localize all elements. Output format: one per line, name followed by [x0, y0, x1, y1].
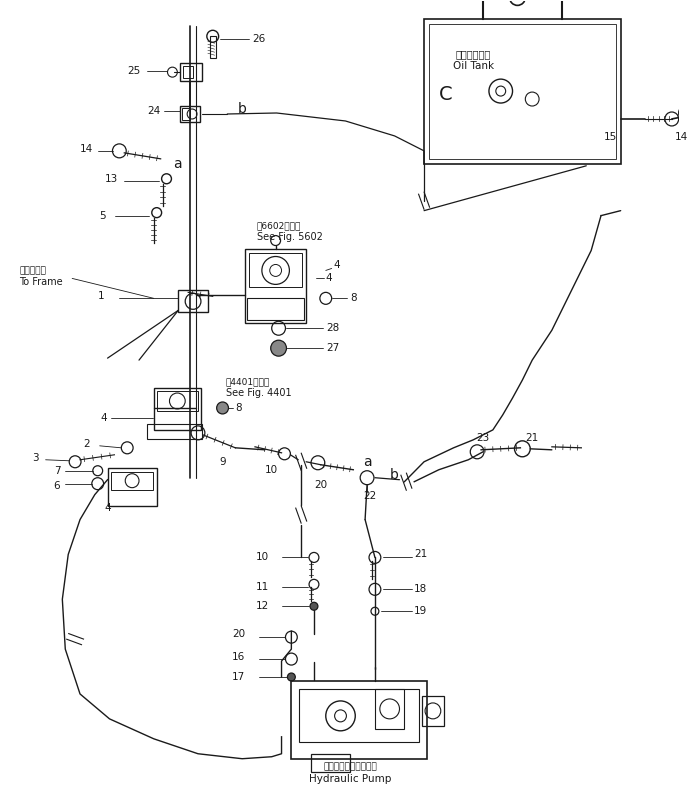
Text: 18: 18 — [414, 584, 427, 594]
Text: 6: 6 — [54, 481, 61, 491]
Text: To Frame: To Frame — [19, 278, 63, 287]
Text: 16: 16 — [232, 652, 245, 662]
Text: 20: 20 — [314, 480, 327, 490]
Bar — [156, 391, 198, 411]
Bar — [429, 25, 616, 159]
Bar — [183, 108, 190, 120]
Bar — [107, 468, 156, 506]
Text: 14: 14 — [80, 144, 93, 154]
Text: See Fig. 5602: See Fig. 5602 — [257, 232, 323, 242]
Text: 23: 23 — [476, 433, 490, 442]
Text: ハイドロリックポンプ: ハイドロリックポンプ — [323, 762, 377, 772]
Text: b: b — [390, 468, 398, 481]
Text: 第6602図参照: 第6602図参照 — [257, 221, 301, 230]
Text: 27: 27 — [326, 343, 339, 353]
Text: 7: 7 — [54, 465, 61, 476]
Text: 14: 14 — [675, 132, 688, 142]
Text: 24: 24 — [147, 106, 160, 116]
Text: 12: 12 — [256, 601, 269, 611]
Text: 8: 8 — [350, 293, 357, 304]
Text: 11: 11 — [256, 582, 269, 592]
Text: 13: 13 — [105, 174, 118, 184]
Text: 5: 5 — [100, 211, 106, 220]
Circle shape — [287, 673, 296, 681]
Circle shape — [271, 340, 287, 356]
Bar — [422, 696, 444, 726]
Bar — [247, 298, 304, 320]
Circle shape — [216, 402, 229, 414]
Text: 28: 28 — [326, 324, 339, 333]
Bar — [249, 252, 302, 287]
Bar — [245, 248, 306, 324]
Bar — [375, 689, 404, 729]
Text: 26: 26 — [252, 34, 265, 44]
Bar — [424, 19, 621, 164]
Text: 19: 19 — [414, 606, 427, 616]
Bar — [299, 689, 419, 741]
Text: 20: 20 — [232, 629, 245, 639]
Bar — [154, 388, 201, 430]
Text: 10: 10 — [256, 553, 269, 562]
Text: 4: 4 — [326, 274, 332, 283]
Text: 25: 25 — [127, 66, 141, 76]
Text: 21: 21 — [526, 433, 539, 442]
Text: a: a — [363, 454, 372, 469]
Text: C: C — [439, 85, 453, 104]
Text: Oil Tank: Oil Tank — [453, 61, 494, 71]
Bar — [291, 681, 427, 759]
Bar — [181, 106, 200, 122]
Text: 8: 8 — [236, 403, 242, 413]
Text: オイルタンク: オイルタンク — [455, 49, 491, 59]
Text: b: b — [237, 102, 246, 116]
Circle shape — [310, 602, 318, 611]
Bar — [178, 290, 208, 312]
Text: 17: 17 — [232, 672, 245, 682]
Text: 21: 21 — [414, 550, 427, 559]
Text: Hydraulic Pump: Hydraulic Pump — [309, 774, 391, 783]
Text: 10: 10 — [265, 465, 278, 475]
Text: 22: 22 — [363, 491, 377, 500]
Text: 9: 9 — [219, 457, 226, 467]
Text: a: a — [174, 157, 182, 170]
Text: 4: 4 — [333, 260, 340, 270]
Bar — [147, 424, 202, 439]
Text: See Fig. 4401: See Fig. 4401 — [225, 388, 291, 398]
Text: 3: 3 — [32, 453, 39, 463]
Text: 2: 2 — [83, 439, 90, 449]
Bar — [311, 753, 350, 772]
Text: 1: 1 — [98, 291, 105, 301]
Bar — [209, 36, 216, 58]
Bar — [181, 63, 202, 81]
Bar — [112, 472, 153, 489]
Text: 第4401図参照: 第4401図参照 — [225, 377, 270, 386]
Text: 15: 15 — [604, 132, 617, 142]
Bar — [183, 66, 193, 79]
Text: 4: 4 — [101, 413, 107, 423]
Text: フレームへ: フレームへ — [19, 266, 46, 275]
Text: 4: 4 — [104, 503, 111, 512]
